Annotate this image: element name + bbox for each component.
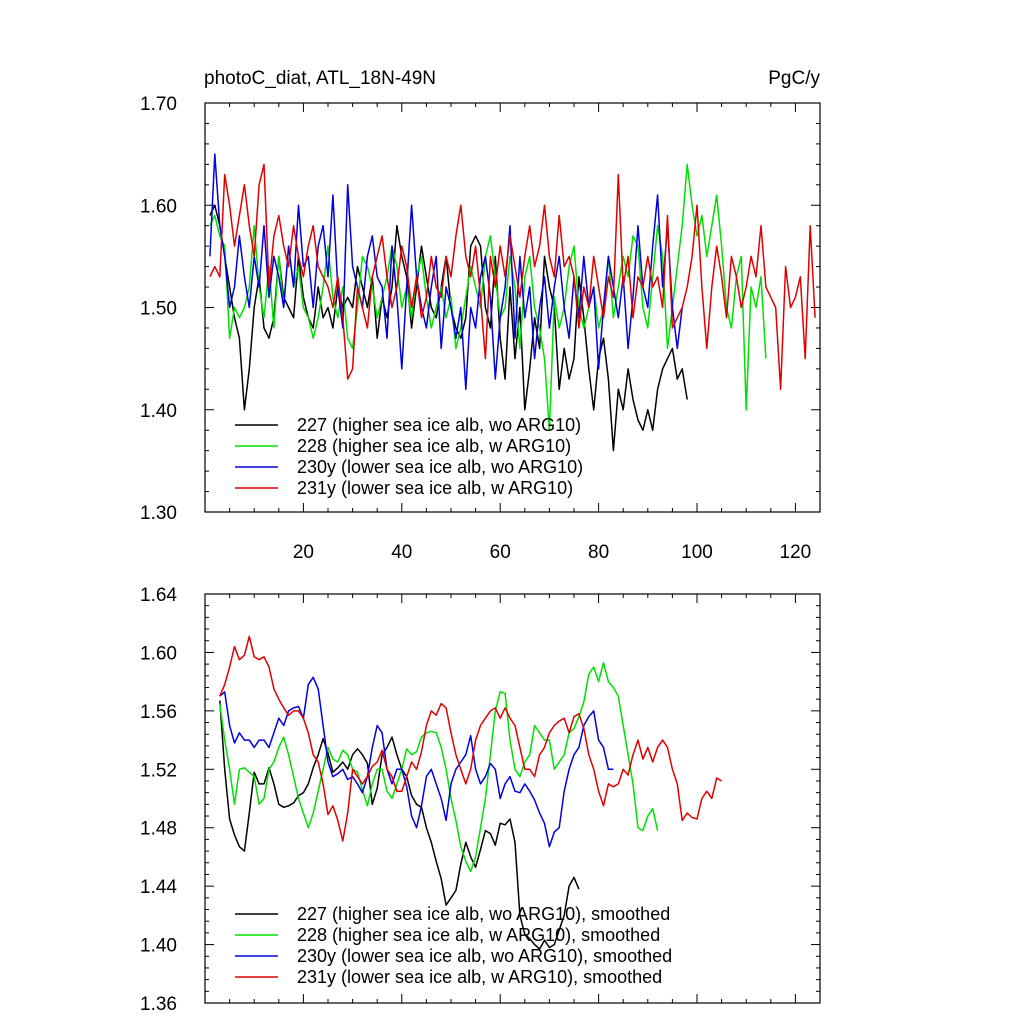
bottom-ytick-label: 1.60 [140, 643, 177, 664]
top-legend-label-0: 227 (higher sea ice alb, wo ARG10) [297, 415, 581, 435]
top-series-line-2 [209, 153, 683, 391]
bottom-legend-label-1: 228 (higher sea ice alb, w ARG10), smoot… [297, 925, 660, 945]
bottom-series-group [219, 635, 722, 950]
bottom-series-line-3 [219, 635, 722, 842]
top-xtick-label: 60 [490, 542, 511, 563]
top-ticks: 1.30 1.40 1.50 1.60 1.70 20 40 60 80 100 120 [140, 94, 820, 563]
top-xtick-label: 20 [293, 542, 314, 563]
bottom-series-line-0 [219, 700, 580, 950]
top-panel-units: PgC/y [768, 68, 820, 89]
top-legend: 227 (higher sea ice alb, wo ARG10)228 (h… [235, 415, 583, 498]
top-legend-label-3: 231y (lower sea ice alb, w ARG10) [297, 478, 573, 498]
bottom-legend-label-3: 231y (lower sea ice alb, w ARG10), smoot… [297, 967, 662, 987]
bottom-plot-frame [204, 593, 821, 1004]
top-series-group [209, 153, 816, 452]
top-panel-title: photoC_diat, ATL_18N-49N [204, 68, 436, 89]
bottom-legend-label-0: 227 (higher sea ice alb, wo ARG10), smoo… [297, 904, 670, 924]
bottom-ytick-label: 1.52 [140, 760, 177, 781]
top-plot-frame [204, 102, 821, 513]
bottom-ytick-label: 1.40 [140, 936, 177, 957]
bottom-ytick-label: 1.56 [140, 702, 177, 723]
top-ytick-label: 1.70 [140, 94, 177, 115]
top-series-line-3 [209, 163, 816, 391]
top-xtick-label: 120 [780, 542, 812, 563]
top-legend-label-2: 230y (lower sea ice alb, wo ARG10) [297, 457, 583, 477]
bottom-series-line-1 [219, 661, 659, 873]
top-ytick-label: 1.50 [140, 299, 177, 320]
bottom-panel: 1.36 1.40 1.44 1.48 1.52 1.56 1.60 1.64 227 (hi… [140, 585, 821, 1015]
top-series-line-1 [209, 163, 767, 431]
top-xtick-label: 80 [588, 542, 609, 563]
bottom-series-line-2 [219, 676, 614, 848]
bottom-ytick-label: 1.64 [140, 585, 177, 606]
top-ytick-label: 1.60 [140, 196, 177, 217]
top-xtick-label: 40 [391, 542, 412, 563]
bottom-legend: 227 (higher sea ice alb, wo ARG10), smoo… [235, 904, 672, 987]
bottom-legend-label-2: 230y (lower sea ice alb, wo ARG10), smoo… [297, 946, 672, 966]
bottom-ytick-label: 1.44 [140, 877, 177, 898]
bottom-ytick-label: 1.36 [140, 994, 177, 1015]
top-series-line-0 [209, 204, 688, 452]
top-ytick-label: 1.30 [140, 503, 177, 524]
top-legend-label-1: 228 (higher sea ice alb, w ARG10) [297, 436, 571, 456]
top-ytick-label: 1.40 [140, 401, 177, 422]
bottom-ytick-label: 1.48 [140, 819, 177, 840]
top-panel: photoC_diat, ATL_18N-49N PgC/y 1.301.401… [140, 68, 821, 563]
top-xtick-label: 100 [681, 542, 713, 563]
